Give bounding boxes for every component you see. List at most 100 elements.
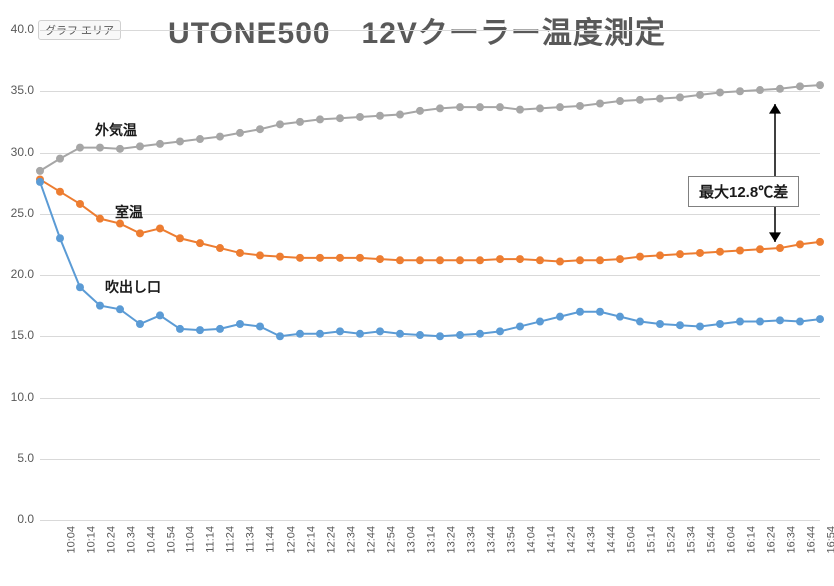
series-marker [796, 82, 804, 90]
series-marker [496, 255, 504, 263]
series-marker [616, 255, 624, 263]
series-marker [736, 87, 744, 95]
series-marker [396, 111, 404, 119]
series-marker [456, 103, 464, 111]
series-marker [336, 254, 344, 262]
series-marker [736, 318, 744, 326]
series-label: 外気温 [95, 120, 137, 140]
series-marker [576, 256, 584, 264]
series-marker [96, 215, 104, 223]
series-marker [816, 315, 824, 323]
series-marker [436, 332, 444, 340]
series-marker [356, 254, 364, 262]
series-marker [376, 255, 384, 263]
series-marker [396, 256, 404, 264]
series-marker [516, 255, 524, 263]
series-marker [496, 103, 504, 111]
series-marker [596, 100, 604, 108]
series-marker [536, 318, 544, 326]
series-marker [476, 103, 484, 111]
series-marker [776, 244, 784, 252]
series-marker [716, 88, 724, 96]
series-marker [456, 256, 464, 264]
series-marker [296, 118, 304, 126]
series-marker [816, 238, 824, 246]
series-marker [276, 332, 284, 340]
series-marker [316, 330, 324, 338]
series-marker [656, 95, 664, 103]
series-marker [56, 155, 64, 163]
series-marker [556, 313, 564, 321]
series-marker [236, 249, 244, 257]
series-marker [96, 144, 104, 152]
series-marker [336, 327, 344, 335]
series-marker [176, 234, 184, 242]
series-marker [356, 113, 364, 121]
chart-container: グラフ エリア UTONE500 12Vクーラー温度測定 0.05.010.01… [0, 0, 834, 586]
series-marker [36, 178, 44, 186]
series-marker [196, 239, 204, 247]
series-marker [176, 137, 184, 145]
series-marker [476, 330, 484, 338]
series-marker [556, 103, 564, 111]
series-marker [36, 167, 44, 175]
series-marker [616, 97, 624, 105]
series-marker [216, 325, 224, 333]
series-marker [556, 258, 564, 266]
series-marker [116, 305, 124, 313]
series-marker [336, 114, 344, 122]
series-marker [176, 325, 184, 333]
series-marker [436, 104, 444, 112]
series-marker [516, 322, 524, 330]
series-marker [56, 234, 64, 242]
series-marker [76, 283, 84, 291]
series-marker [156, 140, 164, 148]
series-marker [136, 142, 144, 150]
series-marker [636, 318, 644, 326]
series-marker [456, 331, 464, 339]
series-marker [376, 327, 384, 335]
series-marker [776, 85, 784, 93]
series-marker [536, 256, 544, 264]
series-marker [216, 133, 224, 141]
series-marker [536, 104, 544, 112]
annotation-arrowhead [769, 104, 781, 114]
series-marker [316, 115, 324, 123]
series-marker [416, 107, 424, 115]
series-label: 室温 [115, 202, 143, 222]
series-marker [656, 251, 664, 259]
series-marker [156, 224, 164, 232]
series-marker [636, 96, 644, 104]
series-marker [256, 125, 264, 133]
series-marker [656, 320, 664, 328]
series-marker [76, 144, 84, 152]
series-marker [696, 249, 704, 257]
series-line [40, 85, 820, 171]
annotation-box: 最大12.8℃差 [688, 176, 799, 207]
series-marker [516, 106, 524, 114]
series-marker [676, 93, 684, 101]
series-marker [196, 326, 204, 334]
series-marker [596, 256, 604, 264]
series-marker [496, 327, 504, 335]
series-marker [276, 253, 284, 261]
series-marker [236, 129, 244, 137]
series-marker [56, 188, 64, 196]
series-marker [596, 308, 604, 316]
series-marker [576, 308, 584, 316]
annotation-text: 最大12.8℃差 [699, 184, 788, 201]
series-marker [236, 320, 244, 328]
series-marker [716, 248, 724, 256]
series-marker [316, 254, 324, 262]
series-marker [816, 81, 824, 89]
series-marker [796, 318, 804, 326]
series-marker [476, 256, 484, 264]
series-label: 吹出し口 [105, 277, 161, 297]
series-marker [716, 320, 724, 328]
series-marker [96, 302, 104, 310]
series-marker [296, 254, 304, 262]
series-marker [376, 112, 384, 120]
series-marker [416, 256, 424, 264]
series-marker [616, 313, 624, 321]
series-marker [756, 318, 764, 326]
